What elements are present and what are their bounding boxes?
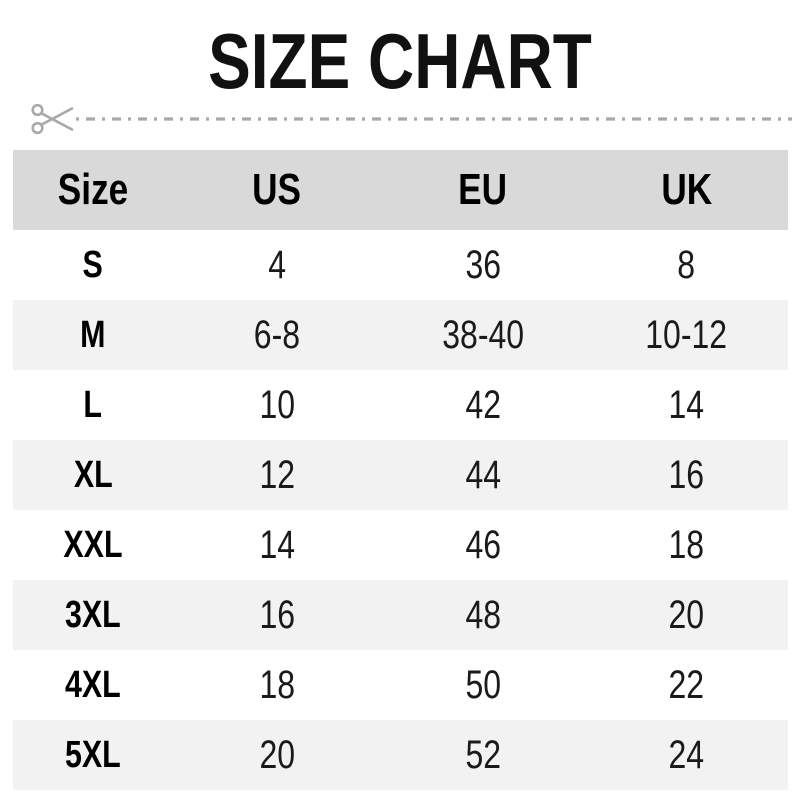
uk-value: 22 (668, 662, 705, 707)
us-value: 4 (267, 242, 286, 287)
uk-value: 24 (668, 732, 705, 777)
column-header-eu: EU (458, 165, 508, 214)
size-chart-page: SIZE CHART Size US EU UK S 4 36 8 (0, 22, 800, 800)
us-value: 12 (259, 452, 295, 497)
cut-line (0, 100, 800, 136)
us-value: 20 (259, 732, 295, 777)
size-label: S (82, 243, 103, 286)
scissors-icon (31, 103, 74, 135)
uk-value: 18 (668, 522, 705, 567)
dashed-cut-line (76, 117, 792, 121)
table-row-xxl: XXL 14 46 18 (13, 510, 788, 580)
size-label: 5XL (64, 733, 121, 776)
us-value: 14 (259, 522, 295, 567)
table-row-xl: XL 12 44 16 (13, 440, 788, 510)
eu-value: 44 (465, 452, 501, 497)
table-header-row: Size US EU UK (13, 150, 788, 230)
size-label: 4XL (64, 663, 121, 706)
uk-value: 14 (668, 382, 705, 427)
size-table: Size US EU UK S 4 36 8 M 6-8 38-40 10-12… (13, 150, 788, 790)
table-row-l: L 10 42 14 (13, 370, 788, 440)
us-value: 6-8 (253, 312, 300, 357)
eu-value: 38-40 (442, 312, 524, 357)
us-value: 16 (259, 592, 295, 637)
us-value: 10 (259, 382, 295, 427)
us-value: 18 (259, 662, 295, 707)
uk-value: 8 (677, 242, 696, 287)
page-title: SIZE CHART (208, 17, 592, 105)
column-header-uk: UK (661, 165, 712, 214)
table-row-3xl: 3XL 16 48 20 (13, 580, 788, 650)
eu-value: 46 (465, 522, 501, 567)
eu-value: 42 (465, 382, 501, 427)
uk-value: 10-12 (645, 312, 728, 357)
size-label: M (80, 313, 106, 356)
table-row-4xl: 4XL 18 50 22 (13, 650, 788, 720)
uk-value: 16 (668, 452, 705, 497)
size-label: L (83, 383, 103, 426)
size-label: XXL (63, 523, 123, 566)
table-row-m: M 6-8 38-40 10-12 (13, 300, 788, 370)
eu-value: 50 (465, 662, 501, 707)
size-label: 3XL (64, 593, 121, 636)
eu-value: 48 (465, 592, 501, 637)
uk-value: 20 (668, 592, 705, 637)
column-header-size: Size (57, 165, 129, 214)
table-row-5xl: 5XL 20 52 24 (13, 720, 788, 790)
column-header-us: US (252, 165, 302, 214)
size-label: XL (73, 453, 113, 496)
table-row-s: S 4 36 8 (13, 230, 788, 300)
eu-value: 52 (465, 732, 501, 777)
eu-value: 36 (465, 242, 501, 287)
